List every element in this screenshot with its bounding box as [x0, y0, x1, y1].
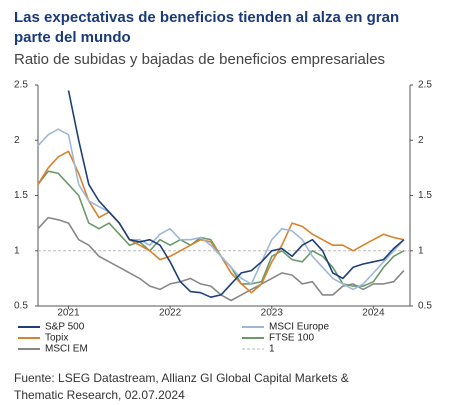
- y-tick-label: 1: [14, 245, 20, 256]
- x-tick-label: 2022: [159, 308, 182, 319]
- series-line: [37, 170, 405, 287]
- x-tick-label: 2021: [57, 308, 80, 319]
- x-tick-label: 2023: [261, 308, 284, 319]
- y2-tick-label: 2.5: [418, 80, 432, 91]
- source: Thematic Research, 02.07.2024: [14, 388, 185, 402]
- legend-label: MSCI EM: [45, 344, 88, 355]
- y-tick-label: 0.5: [14, 301, 28, 312]
- chart-subtitle: Ratio de subidas y bajadas de beneficios…: [14, 51, 385, 68]
- legend-label: Topix: [45, 333, 68, 344]
- legend-label: MSCI Europe: [269, 322, 329, 333]
- series-line: [67, 90, 405, 298]
- y-tick-label: 2: [14, 135, 20, 146]
- y2-tick-label: 0.5: [418, 301, 432, 312]
- y2-tick-label: 2: [418, 135, 424, 146]
- y2-tick-label: 1.5: [418, 190, 432, 201]
- chart-title: Las expectativas de beneficios tienden a…: [14, 9, 399, 26]
- y-tick-label: 1.5: [14, 190, 28, 201]
- x-tick-label: 2024: [362, 308, 385, 319]
- series-line: [37, 128, 405, 291]
- legend-label: 1: [269, 344, 275, 355]
- legend-label: FTSE 100: [269, 333, 314, 344]
- y-tick-label: 2.5: [14, 80, 28, 91]
- legend-label: S&P 500: [45, 322, 85, 333]
- source: Fuente: LSEG Datastream, Allianz GI Glob…: [14, 371, 349, 385]
- chart-title: parte del mundo: [14, 29, 131, 46]
- y2-tick-label: 1: [418, 245, 424, 256]
